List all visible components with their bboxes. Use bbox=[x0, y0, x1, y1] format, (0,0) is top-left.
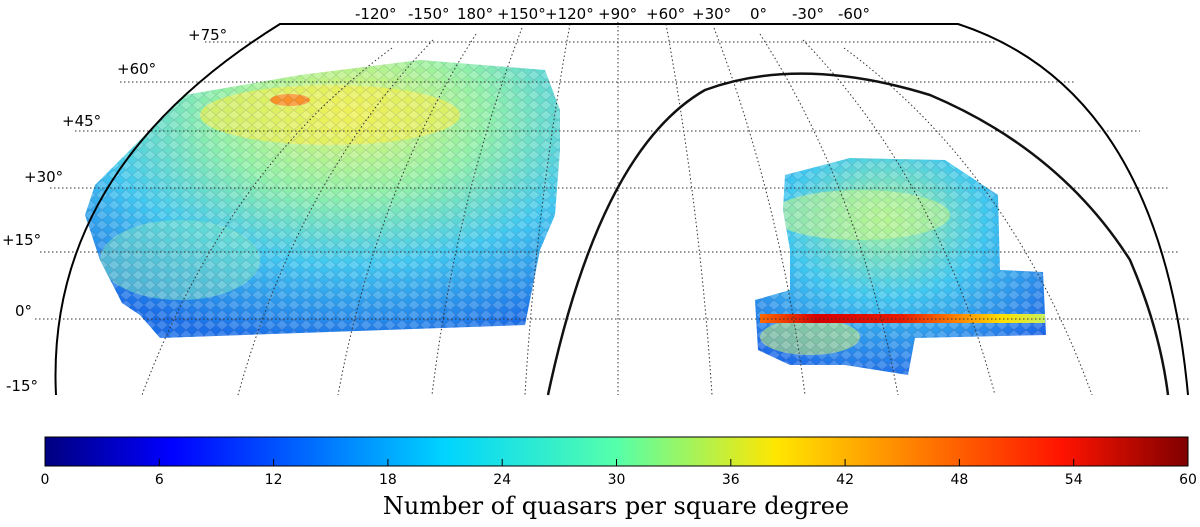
colorbar-tick-label: 42 bbox=[836, 472, 854, 488]
lon-label: -150° bbox=[408, 5, 450, 23]
colorbar-tick-label: 24 bbox=[493, 472, 511, 488]
latitude-labels: +75° +60° +45° +30° +15° 0° -15° bbox=[2, 26, 227, 395]
colorbar-tick-label: 36 bbox=[722, 472, 740, 488]
colorbar-ticks: 0 6 12 18 24 30 36 42 48 54 60 bbox=[41, 459, 1197, 488]
lon-label: -60° bbox=[838, 5, 870, 23]
lat-label: +60° bbox=[117, 60, 156, 78]
lat-label: +45° bbox=[62, 112, 101, 130]
colorbar-tick-label: 12 bbox=[265, 472, 283, 488]
lon-label: +120° bbox=[545, 5, 594, 23]
stripe-82-band bbox=[760, 314, 1045, 323]
colorbar-tick-label: 30 bbox=[608, 472, 626, 488]
colorbar: 0 6 12 18 24 30 36 42 48 54 60 Number of quasars p… bbox=[41, 436, 1197, 520]
lon-label: -30° bbox=[792, 5, 824, 23]
longitude-labels: -120° -150° 180° +150° +120° +90° +60° +… bbox=[355, 5, 870, 23]
lat-label: +15° bbox=[2, 231, 41, 249]
colorbar-tick-label: 48 bbox=[950, 472, 968, 488]
graticule bbox=[35, 22, 1190, 396]
sgc-footprint bbox=[755, 158, 1046, 375]
lon-label: 0° bbox=[750, 5, 767, 23]
lat-label: +75° bbox=[188, 26, 227, 44]
lat-label: +30° bbox=[24, 168, 63, 186]
lon-label: +30° bbox=[692, 5, 731, 23]
lat-label: -15° bbox=[6, 377, 38, 395]
projection-boundary bbox=[54, 23, 1189, 396]
colorbar-label: Number of quasars per square degree bbox=[383, 492, 849, 520]
lon-label: 180° bbox=[457, 5, 493, 23]
lon-label: +150° bbox=[497, 5, 546, 23]
colorbar-tick-label: 60 bbox=[1179, 472, 1197, 488]
lon-label: -120° bbox=[355, 5, 397, 23]
lat-label: 0° bbox=[15, 302, 32, 320]
colorbar-tick-label: 54 bbox=[1065, 472, 1083, 488]
colorbar-tick-label: 0 bbox=[41, 472, 50, 488]
colorbar-tick-label: 18 bbox=[379, 472, 397, 488]
galactic-plane-curve bbox=[546, 72, 1170, 396]
lon-label: +90° bbox=[598, 5, 637, 23]
ngc-footprint bbox=[85, 60, 560, 338]
lon-label: +60° bbox=[646, 5, 685, 23]
colorbar-tick-label: 6 bbox=[155, 472, 164, 488]
